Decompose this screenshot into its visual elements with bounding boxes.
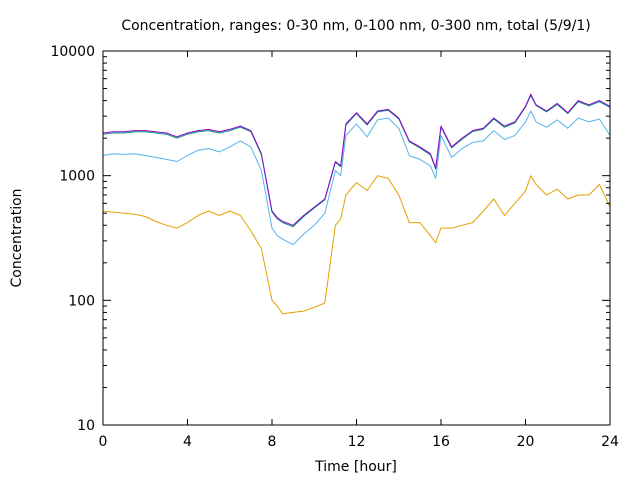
y-tick-label: 10000: [50, 44, 95, 60]
x-axis-label: Time [hour]: [314, 459, 397, 475]
plot-series: [102, 93, 611, 315]
plot-frame: [102, 50, 611, 426]
y-tick-label: 100: [68, 293, 95, 309]
x-tick-label: 8: [268, 434, 277, 450]
series-line-3: [102, 110, 611, 246]
x-tick-label: 0: [99, 434, 108, 450]
series-line-1: [102, 93, 611, 226]
y-tick-label: 1000: [59, 169, 95, 185]
chart-title: Concentration, ranges: 0-30 nm, 0-100 nm…: [121, 18, 590, 34]
series-line-4: [102, 175, 611, 315]
x-tick-label: 4: [183, 434, 192, 450]
y-axis: 10 100 1000 10000: [50, 44, 610, 434]
x-tick-label: 16: [432, 434, 450, 450]
x-tick-label: 20: [517, 434, 535, 450]
series-line-2: [102, 94, 611, 228]
y-tick-label: 10: [77, 418, 95, 434]
x-axis: 0 4 8 12 16 20 24: [99, 51, 619, 450]
x-tick-label: 12: [348, 434, 366, 450]
x-tick-label: 24: [601, 434, 619, 450]
y-axis-label: Concentration: [9, 188, 25, 287]
